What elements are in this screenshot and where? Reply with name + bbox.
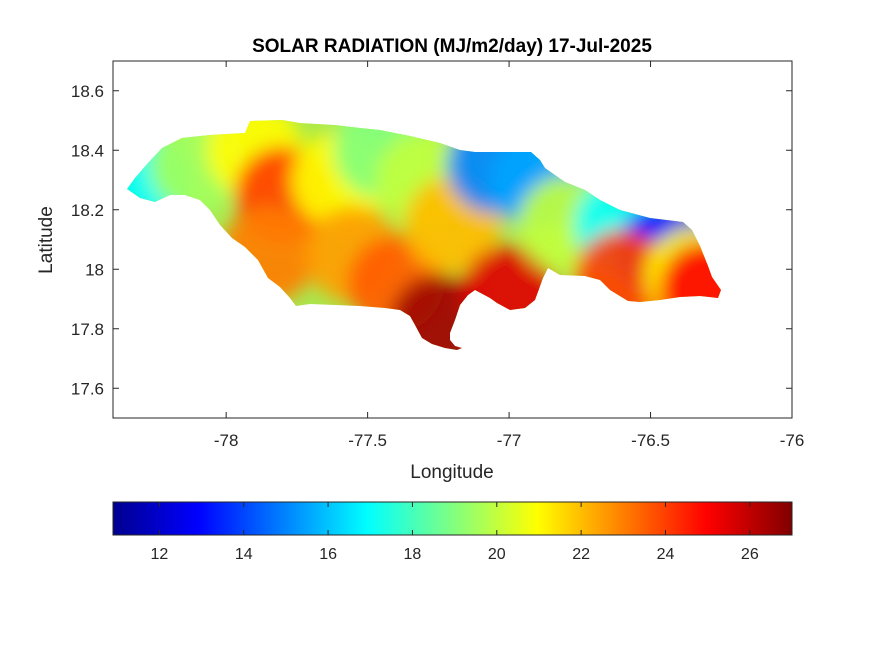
y-tick-label: 18.2 xyxy=(71,201,104,220)
x-tick-label: -76 xyxy=(780,431,805,450)
y-tick-label: 17.8 xyxy=(71,320,104,339)
colorbar-tick-label: 14 xyxy=(235,546,253,563)
x-axis-label: Longitude xyxy=(410,462,493,483)
island-heatmap xyxy=(127,120,721,350)
x-tick-label: -77 xyxy=(497,431,522,450)
colorbar-tick-label: 26 xyxy=(741,546,759,563)
x-tick-label: -77.5 xyxy=(348,431,387,450)
colorbar-ticks: 12 14 16 18 20 22 24 26 xyxy=(150,502,759,563)
colorbar xyxy=(112,501,793,536)
chart-title: SOLAR RADIATION (MJ/m2/day) 17-Jul-2025 xyxy=(252,36,652,57)
y-tick-label: 18.4 xyxy=(71,141,104,160)
x-tick-label: -78 xyxy=(214,431,239,450)
colorbar-tick-label: 16 xyxy=(319,546,337,563)
y-tick-label: 18 xyxy=(85,260,104,279)
colorbar-tick-label: 20 xyxy=(488,546,506,563)
colorbar-tick-label: 22 xyxy=(572,546,590,563)
x-axis: -78 -77.5 -77 -76.5 -76 xyxy=(214,61,804,450)
y-tick-label: 18.6 xyxy=(71,82,104,101)
colorbar-tick-label: 18 xyxy=(404,546,422,563)
y-axis-label: Latitude xyxy=(36,206,57,274)
x-tick-label: -76.5 xyxy=(631,431,670,450)
y-tick-label: 17.6 xyxy=(71,379,104,398)
y-axis: 17.6 17.8 18 18.2 18.4 18.6 xyxy=(71,82,792,398)
colorbar-tick-label: 24 xyxy=(657,546,675,563)
colorbar-tick-label: 12 xyxy=(150,546,168,563)
